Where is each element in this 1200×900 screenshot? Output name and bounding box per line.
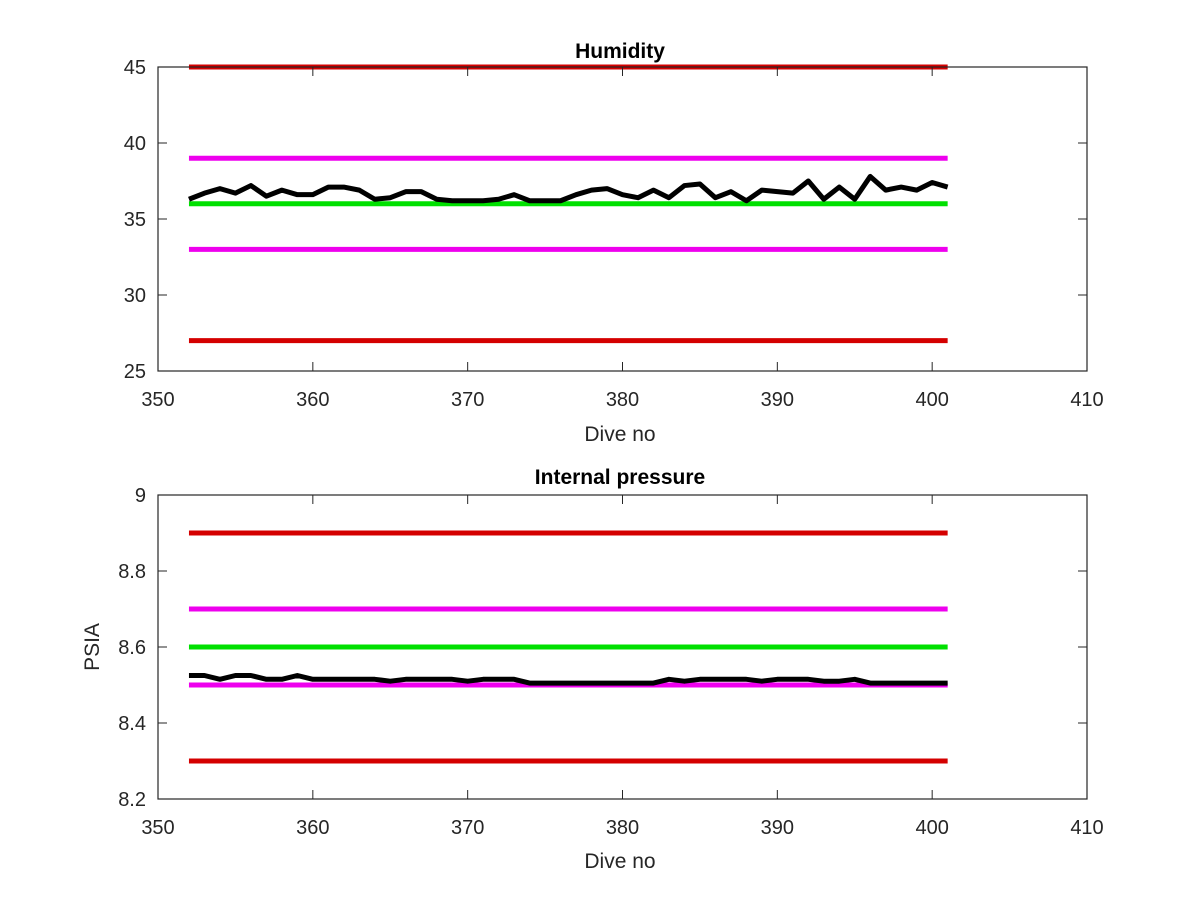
y-tick-label: 35 bbox=[124, 209, 146, 231]
y-tick-label: 45 bbox=[124, 57, 146, 79]
series-line bbox=[188, 173, 949, 204]
x-tick-label: 370 bbox=[451, 389, 484, 411]
y-tick-label: 9 bbox=[135, 485, 146, 507]
y-tick-label: 8.2 bbox=[118, 789, 146, 811]
x-axis-label: Dive no bbox=[584, 423, 655, 446]
x-tick-label: 390 bbox=[761, 389, 794, 411]
x-tick-label: 350 bbox=[141, 817, 174, 839]
y-tick-label: 40 bbox=[124, 133, 146, 155]
x-tick-label: 380 bbox=[606, 817, 639, 839]
axes-box bbox=[157, 66, 1088, 372]
humidity-chart-panel: Humidity Dive no 350 360 370 380 390 400 410 25… bbox=[124, 40, 1104, 446]
x-tick-label: 360 bbox=[296, 817, 329, 839]
y-axis-label: PSIA bbox=[81, 623, 104, 671]
x-tick-label: 410 bbox=[1070, 817, 1103, 839]
y-tick-label: 8.8 bbox=[118, 561, 146, 583]
chart-title: Humidity bbox=[575, 40, 665, 63]
x-axis-label: Dive no bbox=[584, 850, 655, 873]
series-line bbox=[188, 673, 948, 686]
y-tick-label: 8.6 bbox=[118, 637, 146, 659]
x-tick-label: 350 bbox=[141, 389, 174, 411]
x-tick-label: 360 bbox=[296, 389, 329, 411]
y-tick-label: 25 bbox=[124, 361, 146, 383]
y-tick-label: 8.4 bbox=[118, 713, 146, 735]
x-tick-label: 400 bbox=[915, 817, 948, 839]
y-tick-label: 30 bbox=[124, 285, 146, 307]
x-tick-label: 380 bbox=[606, 389, 639, 411]
internal-pressure-chart-panel: Internal pressure Dive no PSIA 350 360 370… bbox=[81, 466, 1104, 873]
x-tick-label: 410 bbox=[1070, 389, 1103, 411]
chart-title: Internal pressure bbox=[535, 466, 705, 489]
x-tick-label: 400 bbox=[915, 389, 948, 411]
x-tick-label: 390 bbox=[761, 817, 794, 839]
x-tick-label: 370 bbox=[451, 817, 484, 839]
